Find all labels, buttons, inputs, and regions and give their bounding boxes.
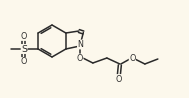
Text: O: O xyxy=(116,74,122,83)
Text: N: N xyxy=(77,40,83,49)
Text: O: O xyxy=(20,31,27,40)
Text: O: O xyxy=(20,58,27,67)
Text: O: O xyxy=(129,54,136,63)
Text: O: O xyxy=(77,54,83,63)
Text: S: S xyxy=(21,44,27,54)
